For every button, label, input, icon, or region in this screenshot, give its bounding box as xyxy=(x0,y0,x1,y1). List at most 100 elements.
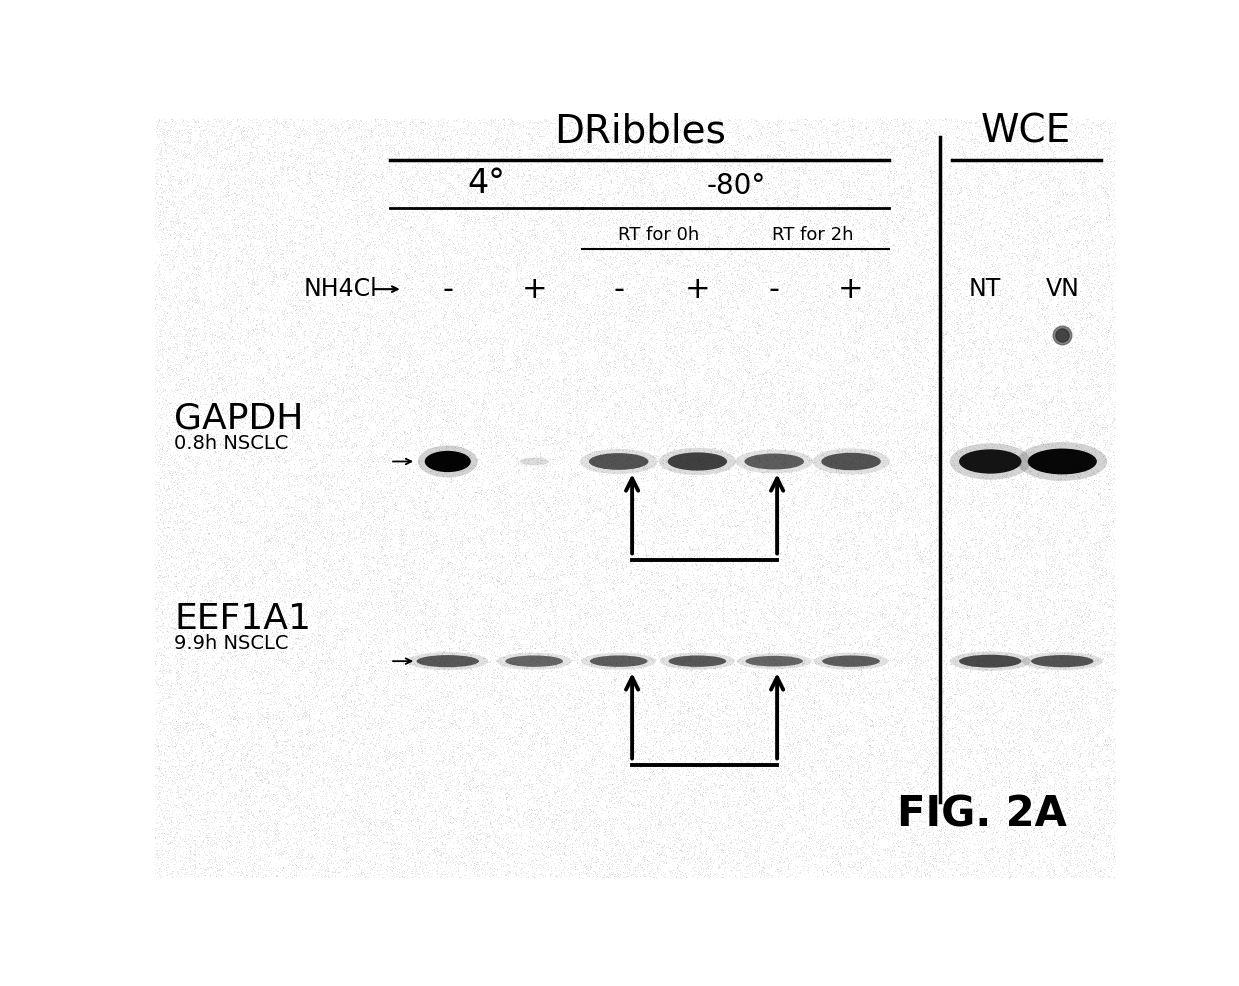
Point xyxy=(338,336,358,352)
Point xyxy=(629,803,649,818)
Point xyxy=(1041,808,1061,823)
Point xyxy=(957,848,976,864)
Point xyxy=(916,575,935,591)
Point xyxy=(908,680,928,696)
Point xyxy=(305,334,325,350)
Point xyxy=(545,122,565,138)
Point xyxy=(814,832,834,848)
Point xyxy=(574,166,593,181)
Point xyxy=(850,183,870,199)
Point xyxy=(358,607,378,623)
Point xyxy=(323,806,343,821)
Point xyxy=(771,174,790,189)
Point xyxy=(1097,390,1116,406)
Point xyxy=(1020,243,1040,258)
Point xyxy=(685,555,705,571)
Point xyxy=(809,774,829,790)
Point xyxy=(486,173,506,188)
Point xyxy=(735,565,755,581)
Point xyxy=(446,415,466,431)
Point xyxy=(803,701,823,717)
Point xyxy=(613,192,633,208)
Point xyxy=(752,548,772,564)
Point xyxy=(431,597,451,612)
Point xyxy=(1072,561,1092,577)
Point xyxy=(292,387,312,403)
Point xyxy=(743,328,763,344)
Point xyxy=(528,391,548,407)
Point xyxy=(318,754,338,770)
Point xyxy=(851,713,871,729)
Point xyxy=(248,377,268,392)
Point xyxy=(824,698,844,714)
Point xyxy=(864,723,883,739)
Point xyxy=(147,120,167,136)
Point xyxy=(939,588,959,603)
Point xyxy=(860,364,880,380)
Point xyxy=(814,217,834,233)
Point xyxy=(662,293,681,309)
Point xyxy=(748,324,768,340)
Point xyxy=(572,184,592,200)
Point xyxy=(813,233,833,248)
Point xyxy=(401,274,421,290)
Point xyxy=(574,728,593,743)
Point xyxy=(981,654,1001,669)
Point xyxy=(198,227,218,243)
Point xyxy=(271,541,291,557)
Point xyxy=(154,778,173,794)
Point xyxy=(793,586,813,601)
Point xyxy=(392,222,411,238)
Point xyxy=(615,684,634,700)
Point xyxy=(717,777,737,793)
Point xyxy=(424,231,444,246)
Point xyxy=(503,387,523,403)
Point xyxy=(197,784,217,800)
Point xyxy=(484,708,504,724)
Point xyxy=(370,694,390,710)
Point xyxy=(809,671,829,687)
Point xyxy=(519,311,539,326)
Point xyxy=(152,842,172,858)
Point xyxy=(395,311,415,326)
Point xyxy=(944,868,964,883)
Point xyxy=(680,235,700,250)
Point xyxy=(248,181,268,197)
Point xyxy=(455,316,475,331)
Point xyxy=(1053,161,1073,176)
Point xyxy=(735,135,755,151)
Point xyxy=(821,491,841,507)
Point xyxy=(393,486,413,502)
Point xyxy=(339,584,359,599)
Point xyxy=(494,348,514,364)
Point xyxy=(762,199,782,215)
Point xyxy=(349,346,369,362)
Point xyxy=(686,137,706,153)
Point xyxy=(841,178,861,194)
Point xyxy=(952,845,971,861)
Point xyxy=(1075,475,1095,491)
Point xyxy=(674,586,694,601)
Point xyxy=(761,293,781,309)
Point xyxy=(441,525,461,540)
Point xyxy=(244,275,264,291)
Point xyxy=(790,357,810,373)
Point xyxy=(790,678,810,694)
Point xyxy=(782,354,802,370)
Point xyxy=(240,586,260,601)
Point xyxy=(1074,223,1094,239)
Point xyxy=(917,395,937,411)
Point xyxy=(948,176,968,192)
Point xyxy=(871,417,891,433)
Point xyxy=(901,787,921,803)
Point xyxy=(1080,772,1100,788)
Point xyxy=(299,489,318,505)
Point xyxy=(888,460,908,476)
Point xyxy=(935,835,955,851)
Point xyxy=(703,778,722,794)
Point xyxy=(724,830,743,846)
Point xyxy=(295,543,315,559)
Point xyxy=(1020,708,1040,724)
Point xyxy=(513,176,533,191)
Point xyxy=(638,280,658,296)
